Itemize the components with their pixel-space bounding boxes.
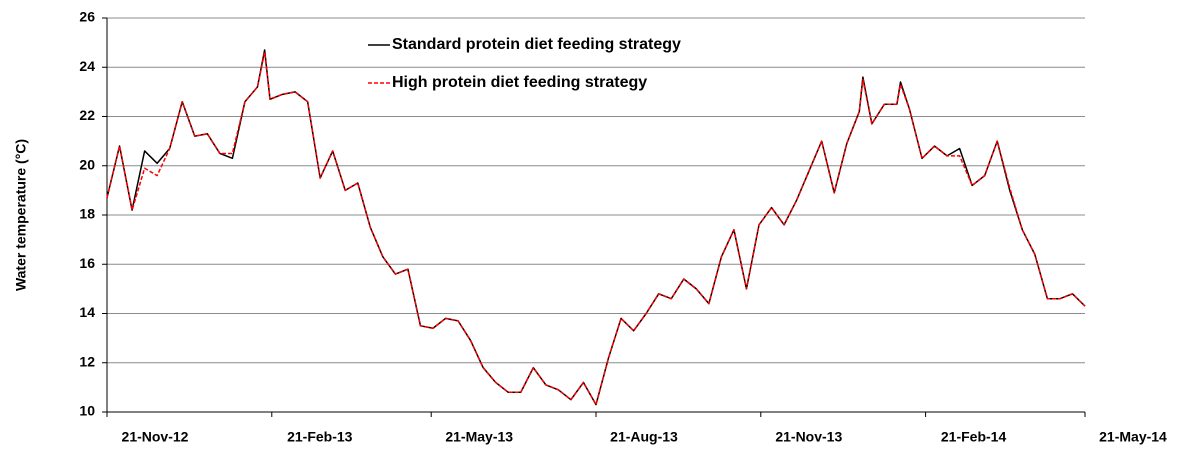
x-tick-label: 21-Feb-14 xyxy=(941,429,1007,445)
x-tick-label: 21-May-14 xyxy=(1099,429,1167,445)
y-tick-label: 24 xyxy=(79,58,95,74)
y-tick-label: 12 xyxy=(79,353,95,369)
series-line xyxy=(106,49,1086,406)
legend-label: Standard protein diet feeding strategy xyxy=(392,36,681,53)
y-tick-label: 26 xyxy=(79,9,95,25)
y-tick-label: 10 xyxy=(79,403,95,419)
y-tick-label: 14 xyxy=(79,304,95,320)
y-axis-label: Water temperature (°C) xyxy=(13,139,29,291)
x-tick-label: 21-Nov-12 xyxy=(122,429,189,445)
series-line xyxy=(106,51,1086,406)
legend-label: High protein diet feeding strategy xyxy=(392,74,647,91)
y-tick-label: 18 xyxy=(79,206,95,222)
x-tick-label: 21-Nov-13 xyxy=(775,429,842,445)
x-tick-label: 21-Feb-13 xyxy=(287,429,353,445)
x-tick-label: 21-Aug-13 xyxy=(610,429,678,445)
y-tick-label: 16 xyxy=(79,255,95,271)
y-tick-label: 20 xyxy=(79,156,95,172)
y-tick-label: 22 xyxy=(79,107,95,123)
x-tick-label: 21-May-13 xyxy=(445,429,513,445)
